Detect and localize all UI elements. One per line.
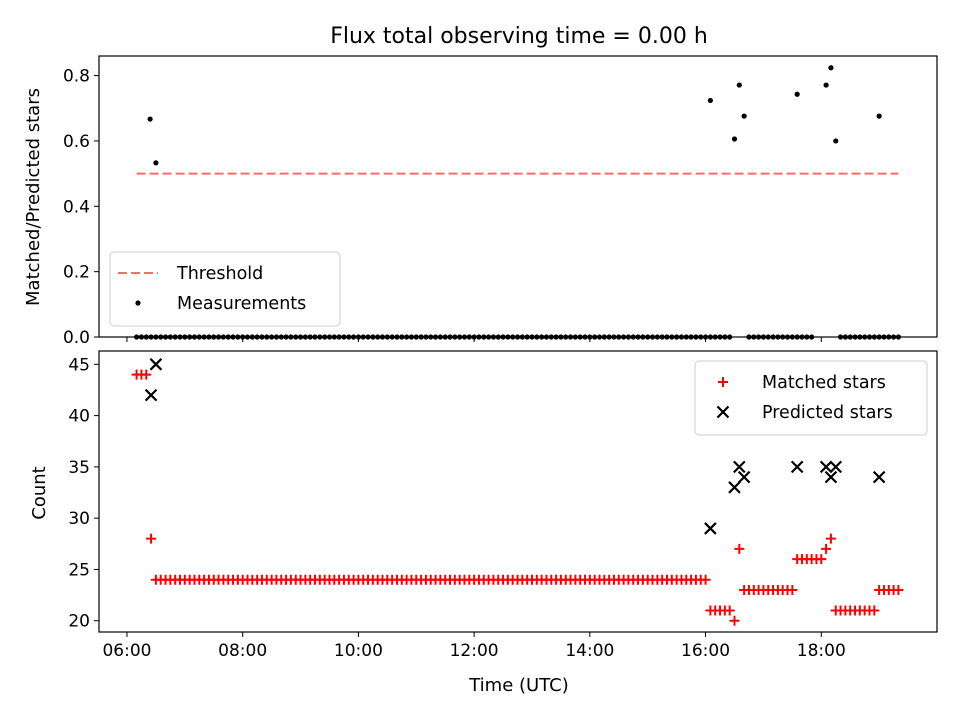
predicted-stars-marker [790,460,804,474]
predicted-stars-marker [704,522,717,535]
measurements-marker [828,65,834,71]
matched-stars-marker [869,605,880,616]
predicted-stars-marker [728,481,741,494]
predicted-stars-marker [819,460,833,474]
top-chart-ytick-label: 0.8 [63,67,90,87]
legend-measurements-swatch [135,300,141,306]
matched-stars-marker [141,369,152,380]
bottom-chart-ytick-label: 40 [68,407,90,427]
matched-stars-marker [724,605,735,616]
bottom-chart-xtick-label: 08:00 [218,641,267,661]
bottom-chart-plot: 20 25 30 35 40 45 06:00 08:00 10:00 12:00 14:00 16:… [68,350,938,661]
top-chart-ylabel: Matched/Predicted stars [23,88,44,306]
matched-stars-marker [821,543,832,554]
bottom-chart-ylabel: Count [29,466,50,519]
predicted-stars-marker [829,460,843,474]
bottom-chart-legend: Matched stars Predicted stars [694,360,928,436]
top-chart-ytick-label: 0.4 [63,197,90,217]
top-chart-frame [98,55,938,338]
bottom-chart-ytick-label: 35 [68,458,90,478]
bottom-chart-ytick-label: 30 [68,509,90,529]
measurements-marker [153,160,159,166]
measurements-marker [147,116,153,122]
top-chart-title: Flux total observing time = 0.00 h [330,24,708,49]
matched-stars-marker [729,615,740,626]
bottom-chart-xtick-label: 14:00 [565,641,614,661]
plot-layer: 0.0 0.2 0.4 0.6 0.8 Threshold Measurements 20 25… [63,55,938,661]
predicted-stars-marker [733,460,746,474]
predicted-stars-marker [144,388,158,402]
top-chart-legend: Threshold Measurements [109,251,341,327]
top-chart-legend-box [109,251,341,327]
predicted-stars-marker [149,358,163,371]
bottom-chart-ytick-label: 45 [68,355,90,375]
top-chart-ytick-label: 0.6 [63,132,90,152]
measurements-marker [736,82,742,88]
measurements-marker [823,82,829,88]
measurements-marker [794,91,800,97]
matched-stars-marker [700,574,711,585]
legend-matched-stars-label: Matched stars [762,373,886,393]
bottom-chart-xtick-label: 12:00 [450,641,499,661]
measurements-marker [876,113,882,119]
legend-predicted-stars-swatch [716,405,730,419]
top-chart-ytick-label: 0.2 [63,263,90,283]
bottom-chart-legend-box [694,360,928,436]
matched-stars-marker [787,584,798,595]
bottom-chart-ytick-label: 25 [68,560,90,580]
matched-stars-marker [734,543,745,554]
bottom-chart-ytick-label: 20 [68,612,90,632]
matched-stars-marker [146,533,157,544]
matched-stars-marker [816,554,827,565]
legend-measurements-label: Measurements [177,294,306,314]
bottom-chart-xtick-label: 18:00 [797,641,846,661]
measurements-marker [731,136,738,142]
measurements-marker [741,113,747,119]
bottom-chart-xlabel: Time (UTC) [468,675,569,696]
predicted-stars-marker [737,470,751,484]
measurements-marker [707,97,713,104]
matched-stars-marker [893,584,904,595]
top-chart-plot: 0.0 0.2 0.4 0.6 0.8 [63,55,938,348]
predicted-stars-marker [824,470,838,484]
bottom-chart-xtick-label: 06:00 [102,641,151,661]
matched-stars-marker [825,533,836,544]
bottom-chart-frame [98,350,938,633]
legend-predicted-stars-label: Predicted stars [762,403,893,423]
bottom-chart-xtick-label: 16:00 [681,641,730,661]
bottom-chart-xtick-label: 10:00 [334,641,383,661]
predicted-stars-marker [872,470,886,484]
legend-matched-stars-swatch [718,377,728,387]
legend-threshold-label: Threshold [176,264,263,284]
measurements-marker [833,138,839,144]
top-chart-ytick-label: 0.0 [63,328,90,348]
